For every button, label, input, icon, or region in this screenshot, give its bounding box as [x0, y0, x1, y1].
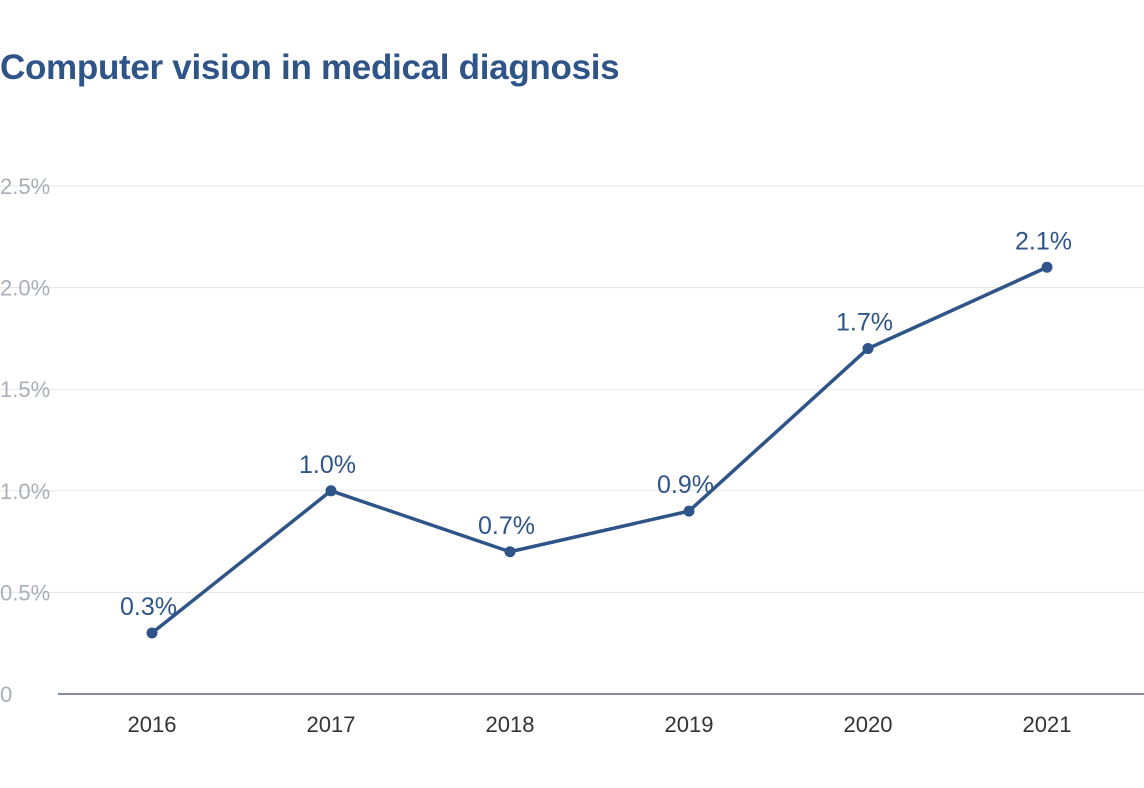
grid-layer [0, 185, 1144, 593]
y-tick-label: 2.5% [0, 174, 50, 199]
chart-title: Computer vision in medical diagnosis [0, 48, 620, 87]
series-line [150, 265, 1049, 635]
x-tick-label: 2021 [1023, 712, 1072, 737]
data-point [325, 485, 337, 497]
data-label: 0.3% [120, 593, 177, 621]
data-point [504, 546, 516, 558]
data-label: 0.9% [657, 471, 714, 499]
data-label: 1.7% [836, 309, 893, 337]
data-points [146, 261, 1053, 639]
x-tick-label: 2020 [844, 712, 893, 737]
x-tick-label: 2017 [307, 712, 356, 737]
x-axis: 2016 2017 2018 2019 2020 2021 [128, 712, 1072, 737]
y-tick-label: 1.5% [0, 377, 50, 402]
y-tick-label: 0.5% [0, 580, 50, 605]
y-tick-label: 1.0% [0, 479, 50, 504]
data-labels: 0.3% 1.0% 0.7% 0.9% 1.7% 2.1% [120, 227, 1072, 621]
x-tick-label: 2016 [128, 712, 177, 737]
y-tick-label: 2.0% [0, 276, 50, 301]
data-point [1041, 261, 1053, 273]
data-label: 1.0% [299, 451, 356, 479]
y-tick-label: 0 [0, 682, 12, 707]
data-point [862, 343, 874, 355]
x-tick-label: 2019 [665, 712, 714, 737]
data-label: 2.1% [1015, 227, 1072, 255]
data-point [146, 627, 158, 639]
y-axis: 0 0.5% 1.0% 1.5% 2.0% 2.5% [0, 174, 50, 707]
x-tick-label: 2018 [486, 712, 535, 737]
data-point [683, 505, 695, 517]
data-label: 0.7% [478, 512, 535, 540]
